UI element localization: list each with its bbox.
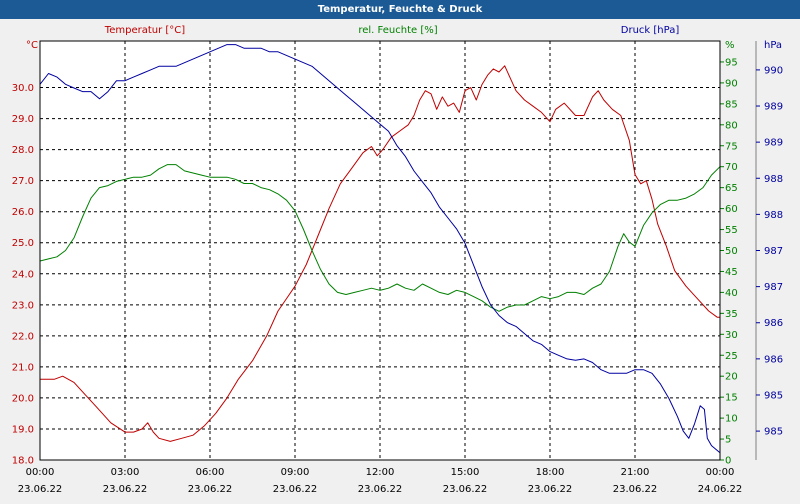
temperature-tick-label: 29.0 — [12, 114, 34, 125]
temperature-tick-label: 25.0 — [12, 238, 34, 249]
pressure-tick-label: 987 — [764, 246, 783, 257]
humidity-tick-label: 85 — [725, 99, 738, 110]
chart-svg: 00:00 23.06.22 03:00 23.06.22 06:00 23.06.22 0… — [12, 25, 783, 495]
chart-area: 00:00 23.06.22 03:00 23.06.22 06:00 23.06.22 0… — [0, 19, 800, 500]
x-tick-time-label: 18:00 — [536, 467, 565, 478]
pressure-tick-label: 989 — [764, 138, 783, 149]
pressure-axis-title: Druck [hPa] — [621, 25, 680, 36]
x-tick-date-label: 23.06.22 — [613, 484, 658, 495]
humidity-tick-label: 5 — [725, 435, 731, 446]
pressure-tick-label: 986 — [764, 318, 783, 329]
temperature-axis-unit: °C — [26, 40, 38, 51]
x-tick-time-label: 21:00 — [621, 467, 650, 478]
humidity-axis-title: rel. Feuchte [%] — [358, 25, 437, 36]
humidity-tick-label: 30 — [725, 330, 738, 341]
humidity-tick-label: 75 — [725, 141, 738, 152]
pressure-tick-label: 989 — [764, 102, 783, 113]
x-tick-time-label: 06:00 — [196, 467, 225, 478]
x-tick-time-label: 00:00 — [26, 467, 55, 478]
pressure-tick-label: 985 — [764, 390, 783, 401]
temperature-tick-label: 30.0 — [12, 83, 34, 94]
humidity-series-line — [39, 164, 721, 312]
temperature-tick-label: 23.0 — [12, 300, 34, 311]
temperature-series-line — [40, 65, 720, 442]
humidity-tick-label: 40 — [725, 288, 738, 299]
humidity-tick-label: 65 — [725, 183, 738, 194]
humidity-tick-label: 45 — [725, 267, 738, 278]
humidity-tick-label: 20 — [725, 372, 738, 383]
humidity-tick-label: 0 — [725, 456, 731, 467]
temperature-tick-label: 21.0 — [12, 362, 34, 373]
x-tick-date-label: 23.06.22 — [358, 484, 403, 495]
pressure-tick-label: 986 — [764, 354, 783, 365]
humidity-tick-label: 15 — [725, 393, 738, 404]
humidity-tick-label: 35 — [725, 309, 738, 320]
pressure-series-line — [39, 44, 721, 454]
pressure-tick-label: 988 — [764, 174, 783, 185]
humidity-tick-label: 25 — [725, 351, 738, 362]
temperature-tick-label: 18.0 — [12, 456, 34, 467]
humidity-tick-label: 70 — [725, 162, 738, 173]
humidity-tick-label: 10 — [725, 414, 738, 425]
x-tick-time-label: 09:00 — [281, 467, 310, 478]
x-tick-date-label: 24.06.22 — [698, 484, 743, 495]
pressure-axis-unit: hPa — [764, 40, 782, 51]
temperature-tick-label: 22.0 — [12, 331, 34, 342]
pressure-tick-label: 988 — [764, 210, 783, 221]
temperature-tick-label: 19.0 — [12, 424, 34, 435]
temperature-tick-label: 24.0 — [12, 269, 34, 280]
temperature-axis-title: Temperatur [°C] — [104, 25, 185, 36]
temperature-tick-label: 26.0 — [12, 207, 34, 218]
humidity-tick-label: 50 — [725, 246, 738, 257]
x-tick-date-label: 23.06.22 — [188, 484, 233, 495]
humidity-tick-label: 80 — [725, 120, 738, 131]
x-tick-time-label: 00:00 — [706, 467, 735, 478]
humidity-tick-label: 55 — [725, 225, 738, 236]
pressure-tick-label: 990 — [764, 65, 783, 76]
humidity-axis-unit: % — [725, 40, 735, 51]
temperature-tick-label: 20.0 — [12, 393, 34, 404]
x-tick-date-label: 23.06.22 — [528, 484, 573, 495]
pressure-tick-label: 987 — [764, 282, 783, 293]
x-tick-time-label: 15:00 — [451, 467, 480, 478]
chart-title: Temperatur, Feuchte & Druck — [0, 0, 800, 19]
x-tick-date-label: 23.06.22 — [273, 484, 318, 495]
humidity-tick-label: 95 — [725, 57, 738, 68]
x-tick-time-label: 03:00 — [111, 467, 140, 478]
x-tick-date-label: 23.06.22 — [103, 484, 148, 495]
humidity-tick-label: 90 — [725, 78, 738, 89]
x-tick-time-label: 12:00 — [366, 467, 395, 478]
plot-border — [39, 40, 721, 461]
temperature-tick-label: 28.0 — [12, 145, 34, 156]
x-tick-date-label: 23.06.22 — [443, 484, 488, 495]
humidity-tick-label: 60 — [725, 204, 738, 215]
x-tick-date-label: 23.06.22 — [18, 484, 63, 495]
pressure-tick-label: 985 — [764, 427, 783, 438]
temperature-tick-label: 27.0 — [12, 176, 34, 187]
